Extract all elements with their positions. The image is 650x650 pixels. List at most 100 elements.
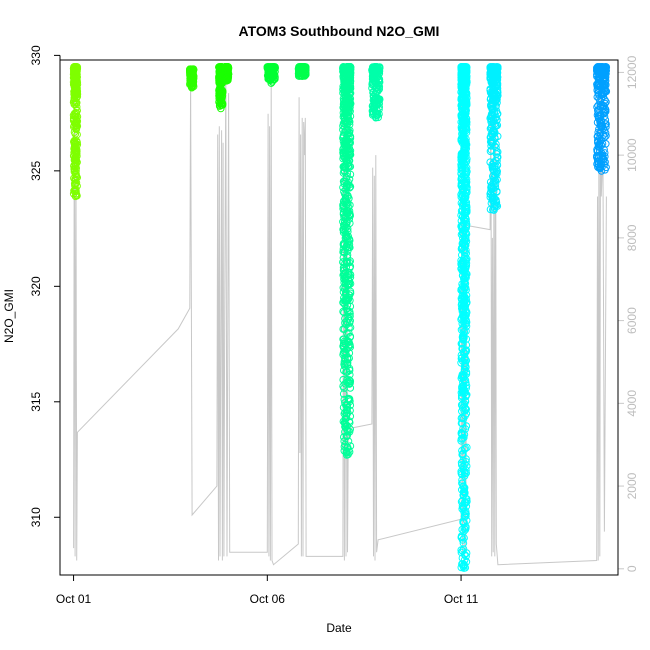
data-point xyxy=(459,414,468,423)
data-point xyxy=(345,324,353,332)
data-point xyxy=(457,94,466,102)
series-5 xyxy=(263,63,279,87)
data-point xyxy=(341,440,349,449)
data-point xyxy=(459,400,467,409)
series-8 xyxy=(368,63,384,122)
data-point xyxy=(458,212,467,221)
data-point xyxy=(457,548,466,557)
data-point xyxy=(458,73,466,81)
data-point xyxy=(187,66,196,74)
data-point xyxy=(72,154,80,162)
data-point xyxy=(72,90,80,98)
data-point xyxy=(345,106,353,115)
data-point xyxy=(221,68,229,76)
data-point xyxy=(490,206,498,214)
data-point xyxy=(222,64,231,72)
chart-title: ATOM3 Southbound N2O_GMI xyxy=(239,23,440,39)
data-point xyxy=(488,79,497,87)
data-point xyxy=(341,408,349,417)
data-point xyxy=(594,151,603,160)
data-point xyxy=(344,145,352,154)
data-point xyxy=(343,426,352,435)
data-point xyxy=(72,124,80,133)
data-point xyxy=(601,87,610,96)
data-point xyxy=(70,156,79,164)
data-point xyxy=(459,465,468,474)
data-point xyxy=(186,76,194,85)
data-point xyxy=(601,129,610,137)
data-point xyxy=(457,285,466,294)
data-point xyxy=(596,162,605,170)
data-point xyxy=(345,215,354,223)
data-point xyxy=(70,115,78,124)
data-point xyxy=(296,63,305,71)
data-point xyxy=(460,115,468,123)
data-point xyxy=(370,71,379,79)
data-point xyxy=(375,63,384,71)
data-point xyxy=(493,161,502,169)
data-point xyxy=(458,222,467,231)
data-point xyxy=(72,68,81,76)
data-point xyxy=(267,79,276,87)
data-point xyxy=(457,419,466,428)
data-point xyxy=(594,136,602,145)
y-axis-label: N2O_GMI xyxy=(2,289,16,343)
data-point xyxy=(460,488,468,496)
data-point xyxy=(461,205,470,214)
data-point xyxy=(342,207,351,215)
data-point xyxy=(462,346,471,355)
data-point xyxy=(372,113,380,122)
data-point xyxy=(346,138,354,146)
data-point xyxy=(73,76,81,84)
data-point xyxy=(339,218,347,226)
data-point xyxy=(73,182,81,190)
data-point xyxy=(343,253,352,262)
data-point xyxy=(341,339,350,348)
y-right-tick-label: 8000 xyxy=(625,224,639,251)
data-point xyxy=(462,128,471,137)
data-point xyxy=(344,162,352,170)
data-point xyxy=(460,180,469,188)
data-point xyxy=(490,63,499,71)
y-tick-label: 315 xyxy=(29,391,43,411)
data-point xyxy=(597,71,606,79)
data-point xyxy=(341,114,349,123)
data-point xyxy=(344,77,353,86)
data-point xyxy=(341,228,350,236)
data-point xyxy=(341,94,350,102)
data-point xyxy=(341,162,350,171)
data-point xyxy=(492,81,501,89)
data-point xyxy=(345,101,354,110)
data-point xyxy=(461,469,469,478)
data-point xyxy=(459,85,468,93)
data-point xyxy=(490,133,499,142)
y-right-tick-label: 2000 xyxy=(625,472,639,499)
data-points xyxy=(69,63,611,572)
data-point xyxy=(600,64,609,72)
data-point xyxy=(491,156,500,165)
data-point xyxy=(461,142,470,151)
data-point xyxy=(457,546,466,554)
data-point xyxy=(457,533,466,542)
data-point xyxy=(369,88,378,97)
data-point xyxy=(490,167,499,176)
series-1 xyxy=(69,63,82,201)
data-point xyxy=(492,71,501,80)
data-point xyxy=(461,66,470,74)
data-point xyxy=(343,431,352,440)
data-point xyxy=(344,293,352,301)
data-point xyxy=(458,244,467,252)
data-point xyxy=(487,64,496,72)
data-point xyxy=(459,98,468,106)
data-point xyxy=(459,226,468,235)
data-point xyxy=(596,118,604,126)
data-point xyxy=(462,229,470,237)
data-point xyxy=(460,561,468,569)
data-point xyxy=(70,83,79,91)
data-point xyxy=(463,270,471,278)
data-point xyxy=(457,111,466,119)
data-point xyxy=(487,142,495,150)
data-point xyxy=(73,138,81,147)
data-point xyxy=(458,126,467,134)
data-point xyxy=(457,459,466,467)
